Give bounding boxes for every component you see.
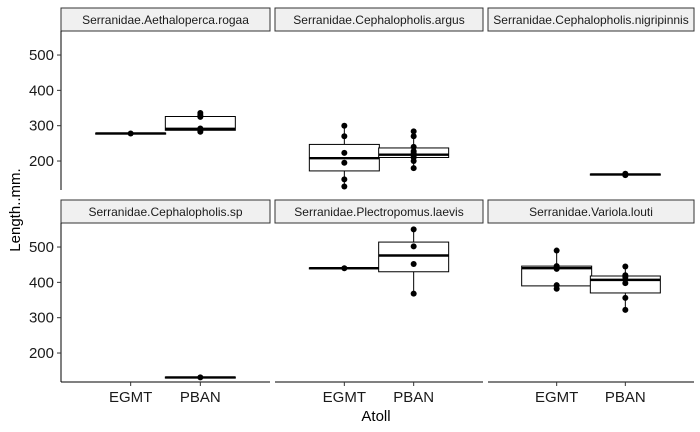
facet-strip-label: Serranidae.Cephalopholis.sp — [88, 205, 242, 219]
x-tick-label: PBAN — [393, 389, 434, 406]
facet-panel: Serranidae.Aethaloperca.rogaa — [60, 7, 271, 137]
facet-panel: Serranidae.Cephalopholis.nigripinnis — [487, 7, 695, 179]
data-point — [622, 272, 629, 279]
y-tick-label: 500 — [29, 239, 54, 256]
data-point — [341, 133, 348, 140]
data-point — [197, 125, 204, 132]
box-group — [95, 130, 167, 137]
facet-content — [521, 247, 661, 313]
facet-content — [95, 109, 236, 137]
facet-strip — [274, 7, 484, 32]
box-group — [521, 247, 593, 292]
data-point — [410, 260, 417, 267]
facet-panel: Serranidae.Cephalopholis.argus — [274, 7, 484, 190]
data-point — [410, 226, 417, 233]
y-tick-label: 500 — [29, 47, 54, 64]
data-point — [410, 128, 417, 135]
facet-content — [308, 122, 450, 190]
data-point — [553, 247, 560, 254]
facet-strip-label: Serranidae.Variola.louti — [529, 205, 653, 219]
facet-content — [308, 226, 450, 297]
box-group — [589, 170, 661, 179]
data-point — [622, 294, 629, 301]
facet-strip — [274, 199, 484, 224]
facet-content — [164, 374, 236, 381]
axes-layer: 200 300 400 500 200 300 400 500 EGMT PBAN EGMT PBAN… — [29, 31, 694, 406]
data-point — [622, 263, 629, 270]
panels-layer: Serranidae.Aethaloperca.rogaa Serranidae.… — [60, 7, 695, 381]
facet-strip — [60, 7, 271, 32]
facet-panel: Serranidae.Cephalopholis.sp — [60, 199, 271, 381]
facet-strip-label: Serranidae.Cephalopholis.argus — [293, 13, 464, 27]
data-point — [410, 143, 417, 150]
x-tick-label: PBAN — [180, 389, 221, 406]
y-tick-label: 300 — [29, 118, 54, 135]
data-point — [410, 165, 417, 172]
data-point — [410, 133, 417, 140]
x-tick-label: EGMT — [109, 389, 152, 406]
box-group — [164, 109, 236, 135]
box-group — [589, 263, 661, 313]
data-point — [622, 306, 629, 313]
box-group — [164, 374, 236, 381]
facet-strip — [487, 199, 695, 224]
y-tick-label: 400 — [29, 82, 54, 99]
data-point — [341, 265, 348, 272]
x-tick-label: EGMT — [535, 389, 578, 406]
data-point — [127, 130, 134, 137]
y-tick-label: 400 — [29, 274, 54, 291]
box-group — [308, 122, 380, 190]
facet-content — [589, 170, 661, 179]
y-axis-title: Length..mm. — [7, 168, 24, 251]
data-point — [341, 176, 348, 183]
y-tick-label: 200 — [29, 153, 54, 170]
box-group — [308, 265, 380, 272]
data-point — [410, 290, 417, 297]
data-point — [197, 374, 204, 381]
facet-strip — [60, 199, 271, 224]
x-axis-title: Atoll — [361, 408, 390, 425]
x-tick-label: EGMT — [323, 389, 366, 406]
facet-strip-label: Serranidae.Aethaloperca.rogaa — [82, 13, 249, 27]
y-tick-label: 200 — [29, 345, 54, 362]
data-point — [410, 148, 417, 155]
data-point — [410, 243, 417, 250]
facet-panel: Serranidae.Variola.louti — [487, 199, 695, 313]
facet-strip — [487, 7, 695, 32]
data-point — [341, 183, 348, 190]
facet-panel: Serranidae.Plectropomus.laevis — [274, 199, 484, 297]
x-tick-label: PBAN — [605, 389, 646, 406]
facet-strip-label: Serranidae.Plectropomus.laevis — [294, 205, 463, 219]
facet-strip-label: Serranidae.Cephalopholis.nigripinnis — [493, 13, 688, 27]
data-point — [341, 149, 348, 156]
y-tick-label: 300 — [29, 310, 54, 327]
box-group — [378, 128, 450, 172]
box-group — [378, 226, 450, 297]
data-point — [341, 159, 348, 166]
data-point — [553, 263, 560, 270]
data-point — [197, 109, 204, 116]
data-point — [341, 122, 348, 129]
data-point — [553, 282, 560, 289]
data-point — [622, 170, 629, 177]
